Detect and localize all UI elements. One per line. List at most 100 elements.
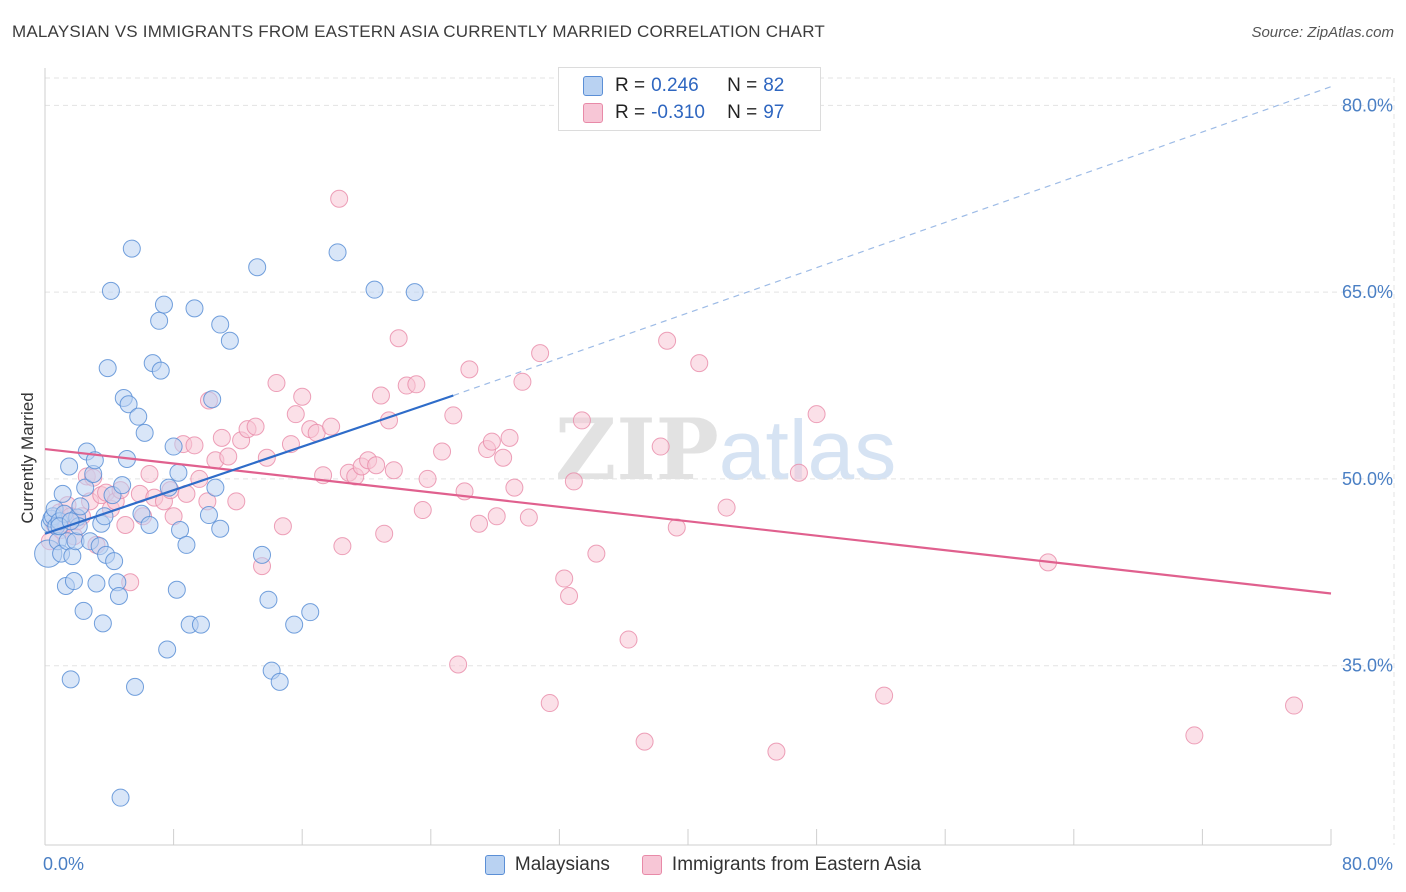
blue-trend-line bbox=[44, 394, 454, 535]
blue-swatch bbox=[583, 76, 603, 96]
data-point bbox=[330, 189, 349, 208]
pink-swatch bbox=[583, 103, 603, 123]
data-point bbox=[273, 517, 292, 536]
data-point bbox=[286, 405, 305, 424]
data-point bbox=[1185, 726, 1204, 745]
data-point bbox=[540, 694, 559, 713]
data-point bbox=[487, 507, 506, 526]
data-point bbox=[60, 457, 79, 476]
data-point bbox=[71, 497, 90, 516]
data-point bbox=[767, 742, 786, 761]
data-point bbox=[199, 506, 218, 525]
data-point bbox=[53, 484, 72, 503]
blue-swatch bbox=[484, 855, 505, 875]
data-point bbox=[150, 311, 169, 330]
data-point bbox=[651, 437, 670, 456]
blue-trend-dashed bbox=[453, 86, 1332, 397]
data-point bbox=[371, 386, 390, 405]
legend-row-malaysians: R = 0.246 N = 82 bbox=[583, 74, 784, 98]
data-point bbox=[635, 732, 654, 751]
data-point bbox=[531, 344, 550, 363]
legend-item-immigrants: Immigrants from Eastern Asia bbox=[641, 854, 921, 876]
data-point bbox=[191, 615, 210, 634]
data-point bbox=[375, 524, 394, 543]
data-point bbox=[367, 456, 386, 475]
data-point bbox=[658, 331, 677, 350]
data-point bbox=[717, 498, 736, 517]
data-point bbox=[151, 361, 170, 380]
data-point bbox=[177, 535, 196, 554]
data-point bbox=[122, 239, 141, 258]
data-point bbox=[64, 572, 83, 591]
data-point bbox=[619, 630, 638, 649]
pink-points bbox=[40, 189, 1304, 761]
data-point bbox=[185, 299, 204, 318]
data-point bbox=[185, 436, 204, 455]
data-point bbox=[405, 283, 424, 302]
data-point bbox=[140, 516, 159, 535]
data-point bbox=[248, 258, 267, 277]
data-point bbox=[384, 461, 403, 480]
data-point bbox=[219, 447, 238, 466]
data-point bbox=[494, 448, 513, 467]
r-value: -0.310 bbox=[651, 102, 705, 123]
n-value: 97 bbox=[763, 102, 785, 123]
data-point bbox=[285, 615, 304, 634]
data-point bbox=[129, 407, 148, 426]
data-point bbox=[171, 520, 190, 539]
data-point bbox=[807, 405, 826, 424]
data-point bbox=[164, 437, 183, 456]
data-point bbox=[418, 469, 437, 488]
data-point bbox=[227, 492, 246, 511]
data-point bbox=[167, 580, 186, 599]
data-point bbox=[93, 614, 112, 633]
data-point bbox=[505, 478, 524, 497]
r-value: 0.246 bbox=[651, 75, 699, 96]
data-point bbox=[140, 464, 159, 483]
data-point bbox=[482, 432, 501, 451]
chart-source: Source: ZipAtlas.com bbox=[1251, 24, 1394, 41]
chart-title: MALAYSIAN VS IMMIGRANTS FROM EASTERN ASI… bbox=[12, 22, 825, 41]
data-point bbox=[206, 478, 225, 497]
grid-lines bbox=[45, 77, 1395, 845]
data-point bbox=[572, 411, 591, 430]
data-point bbox=[560, 586, 579, 605]
data-point bbox=[211, 315, 230, 334]
data-point bbox=[564, 472, 583, 491]
data-point bbox=[87, 574, 106, 593]
data-point bbox=[74, 601, 93, 620]
x-tick-label: 80.0% bbox=[1342, 854, 1393, 874]
n-value: 82 bbox=[763, 75, 785, 96]
x-tick-label: 0.0% bbox=[43, 854, 84, 874]
data-point bbox=[220, 331, 239, 350]
watermark-atlas: atlas bbox=[718, 403, 897, 497]
data-point bbox=[116, 516, 135, 535]
correlation-legend: R = 0.246 N = 82 R = -0.310 N = 97 bbox=[558, 67, 821, 131]
data-point bbox=[1285, 696, 1304, 715]
data-point bbox=[211, 519, 230, 538]
data-point bbox=[246, 417, 265, 436]
data-point bbox=[259, 590, 278, 609]
data-point bbox=[270, 672, 289, 691]
data-point bbox=[333, 537, 352, 556]
blue-trend-extension bbox=[453, 86, 1332, 397]
data-point bbox=[875, 686, 894, 705]
trend-lines bbox=[44, 394, 1332, 595]
data-point bbox=[61, 670, 80, 689]
data-point bbox=[789, 463, 808, 482]
data-point bbox=[293, 387, 312, 406]
series-legend: Malaysians Immigrants from Eastern Asia bbox=[0, 852, 1406, 878]
data-point bbox=[587, 544, 606, 563]
data-point bbox=[109, 586, 128, 605]
data-point bbox=[113, 476, 132, 495]
data-point bbox=[444, 406, 463, 425]
data-point bbox=[301, 603, 320, 622]
data-point bbox=[105, 552, 124, 571]
data-point bbox=[433, 442, 452, 461]
y-tick-label: 80.0% bbox=[1342, 95, 1393, 115]
data-point bbox=[111, 788, 130, 807]
n-label: N = bbox=[727, 102, 758, 123]
data-point bbox=[126, 677, 145, 696]
n-label: N = bbox=[727, 75, 758, 96]
